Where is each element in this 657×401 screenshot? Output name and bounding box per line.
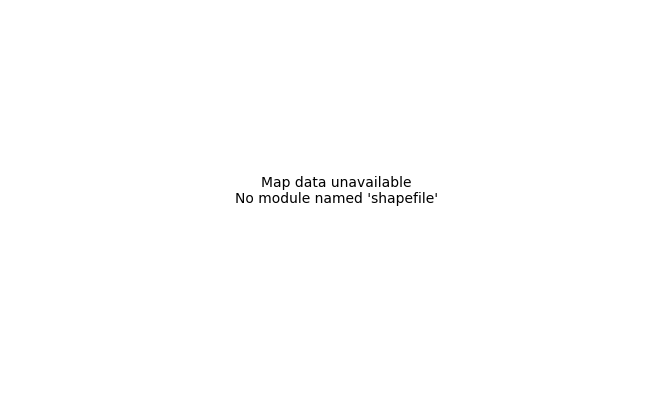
Text: Map data unavailable
No module named 'shapefile': Map data unavailable No module named 'sh… [235, 175, 438, 205]
